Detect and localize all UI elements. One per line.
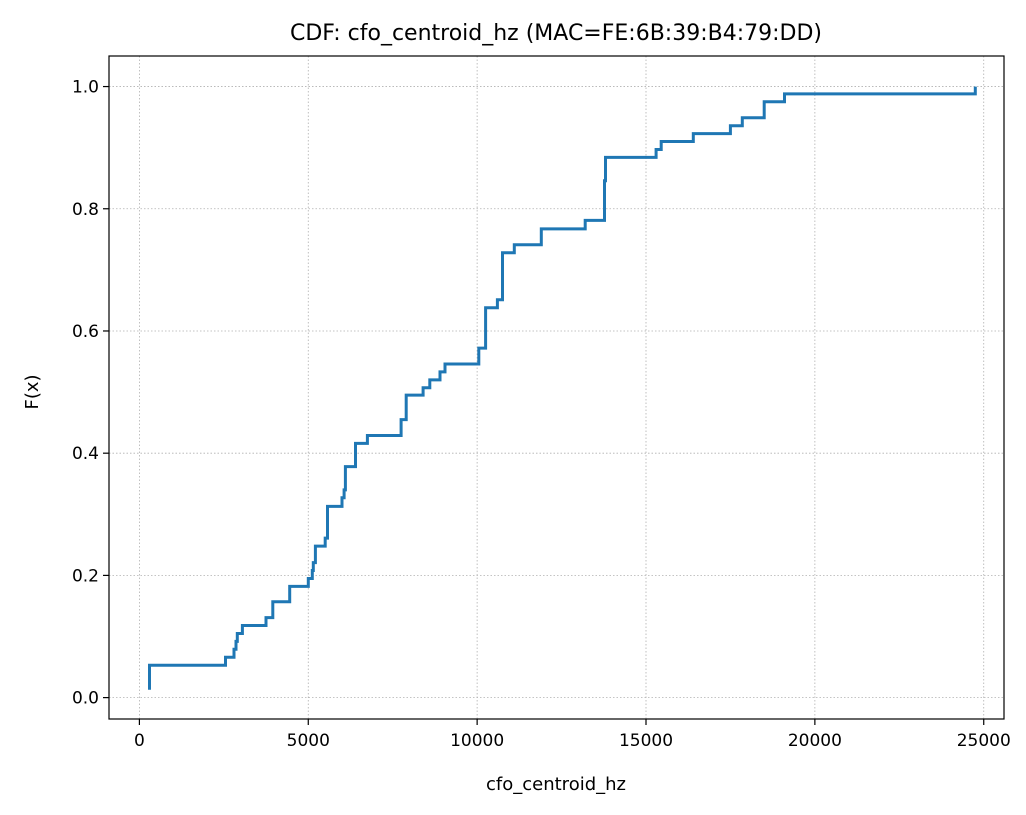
chart-title: CDF: cfo_centroid_hz (MAC=FE:6B:39:B4:79… <box>290 21 822 46</box>
y-tick-label: 0.0 <box>72 689 99 709</box>
x-tick-label: 0 <box>134 731 145 751</box>
cdf-series-line <box>148 86 977 690</box>
x-axis-ticks: 0 5000 10000 15000 20000 25000 <box>134 719 1011 751</box>
x-tick-label: 5000 <box>287 731 330 751</box>
y-tick-label: 1.0 <box>72 78 99 98</box>
grid <box>109 56 1004 719</box>
cdf-line-group <box>148 86 977 690</box>
x-tick-label: 15000 <box>619 731 673 751</box>
y-axis-ticks: 0.0 0.2 0.4 0.6 0.8 1.0 <box>72 78 109 709</box>
x-tick-label: 10000 <box>450 731 504 751</box>
y-tick-label: 0.2 <box>72 566 99 586</box>
x-tick-label: 25000 <box>957 731 1011 751</box>
x-tick-label: 20000 <box>788 731 842 751</box>
y-tick-label: 0.4 <box>72 444 99 464</box>
y-tick-label: 0.6 <box>72 322 99 342</box>
plot-frame <box>108 55 1005 720</box>
x-axis-label: cfo_centroid_hz <box>486 774 626 795</box>
y-tick-label: 0.8 <box>72 200 99 220</box>
y-axis-label: F(x) <box>22 374 43 409</box>
